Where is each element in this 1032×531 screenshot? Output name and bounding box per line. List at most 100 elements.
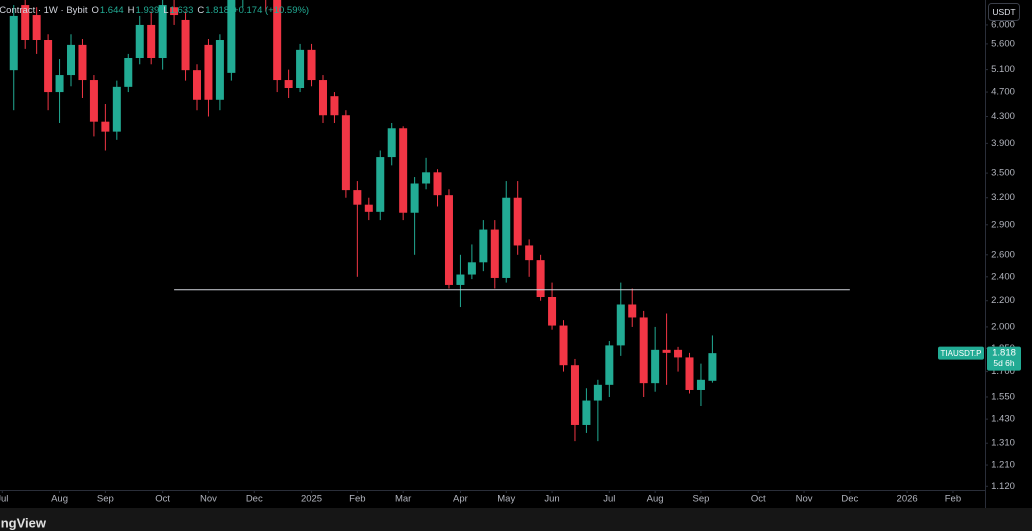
plot-area xyxy=(9,0,850,442)
candle-body xyxy=(456,274,465,285)
y-tick-label: 1.210 xyxy=(991,460,1015,471)
candle-body xyxy=(559,325,568,366)
candle-body xyxy=(662,349,671,353)
ohlc-label: H xyxy=(127,5,135,16)
y-tick-label: 2.400 xyxy=(991,271,1015,282)
candle-body xyxy=(135,24,144,59)
y-tick-label: 2.200 xyxy=(991,295,1015,306)
x-tick-label: Aug xyxy=(647,494,664,505)
ohlc-label: O xyxy=(91,5,99,16)
candle-body xyxy=(273,0,282,81)
candle-body xyxy=(639,317,648,384)
candle-body xyxy=(284,80,293,89)
y-tick-label: 1.550 xyxy=(991,391,1015,402)
y-tick-label: 3.900 xyxy=(991,138,1015,149)
candle-body xyxy=(616,304,625,346)
candle-body xyxy=(410,183,419,213)
y-tick-label: 5.100 xyxy=(991,64,1015,75)
symbol-tag-label: TIAUSDT.P xyxy=(941,349,982,358)
ohlc-value: 1.939 xyxy=(135,5,160,16)
x-tick-label: Jul xyxy=(603,494,615,505)
symbol-tag xyxy=(938,346,984,360)
y-tick-label: 5.600 xyxy=(991,38,1015,49)
candle-body xyxy=(44,40,53,93)
x-tick-label: May xyxy=(497,494,515,505)
x-tick-label: Nov xyxy=(796,494,813,505)
x-tick-label: Sep xyxy=(693,494,710,505)
symbol-info: Perpetual Contract · 1W · Bybit xyxy=(0,5,88,16)
x-tick-label: 2025 xyxy=(301,494,322,505)
candle-body xyxy=(204,44,213,100)
x-tick-label: Dec xyxy=(841,494,858,505)
candle-body xyxy=(536,260,545,297)
candle-body xyxy=(444,195,453,285)
footer-bar xyxy=(0,508,1032,531)
candle-body xyxy=(696,379,705,390)
candle-body xyxy=(513,197,522,246)
candle-body xyxy=(55,75,64,93)
candle-body xyxy=(307,49,316,81)
ohlc-label: L xyxy=(163,5,169,16)
candle-body xyxy=(387,128,396,158)
brand: TradingView xyxy=(0,515,47,530)
candle-body xyxy=(67,44,76,76)
candle-body xyxy=(651,349,660,384)
candle-body xyxy=(101,121,110,132)
ohlc-value: 1.644 xyxy=(99,5,124,16)
candle-body xyxy=(170,7,179,16)
x-tick-label: 2026 xyxy=(897,494,918,505)
candle-body xyxy=(89,80,98,122)
candle-body xyxy=(112,86,121,132)
y-tick-label: 4.300 xyxy=(991,111,1015,122)
price-tag-label: 1.818 xyxy=(992,348,1016,359)
candle-body xyxy=(147,24,156,59)
candle-body xyxy=(467,262,476,275)
x-tick-label: Nov xyxy=(200,494,217,505)
x-tick-label: Dec xyxy=(246,494,263,505)
candle-body xyxy=(296,49,305,89)
candle-body xyxy=(479,229,488,263)
candle-body xyxy=(628,304,637,318)
candle-body xyxy=(433,172,442,196)
candle-body xyxy=(502,197,511,278)
x-tick-label: Mar xyxy=(395,494,411,505)
candle-body xyxy=(9,15,18,71)
ohlc-low: L 1.633 xyxy=(163,5,193,16)
ohlc-open: O 1.644 xyxy=(91,5,123,16)
candle-body xyxy=(490,229,499,278)
ohlc-value: 1.818 xyxy=(205,5,230,16)
candle-body xyxy=(181,19,190,71)
price-tag xyxy=(987,346,1021,371)
x-tick-label: Aug xyxy=(51,494,68,505)
currency-button[interactable] xyxy=(988,3,1020,21)
x-tick-label: Sep xyxy=(97,494,114,505)
legend-header: Perpetual Contract · 1W · Bybit O1.644 H… xyxy=(0,5,309,16)
candle-body xyxy=(582,400,591,425)
candle-body xyxy=(78,44,87,81)
y-tick-label: 2.000 xyxy=(991,321,1015,332)
y-tick-label: 1.430 xyxy=(991,414,1015,425)
x-tick-label: Oct xyxy=(751,494,766,505)
ohlc-label: C xyxy=(197,5,205,16)
candle-body xyxy=(399,128,408,213)
candle-body xyxy=(158,5,167,59)
x-tick-label: Apr xyxy=(453,494,468,505)
candle-body xyxy=(364,204,373,212)
candle-body xyxy=(422,172,431,184)
candle-body xyxy=(32,15,41,41)
y-tick-label: 1.310 xyxy=(991,438,1015,449)
candle-body xyxy=(341,115,350,191)
candle-body xyxy=(674,349,683,358)
x-tick-label: Jun xyxy=(544,494,559,505)
candle-body xyxy=(593,384,602,401)
candle-body xyxy=(330,96,339,116)
x-tick-label: Feb xyxy=(349,494,365,505)
change: +0.174 (+10.59%) xyxy=(233,5,310,16)
x-tick-label: Oct xyxy=(155,494,170,505)
y-tick-label: 1.700 xyxy=(991,366,1015,377)
currency-button-label[interactable]: USDT xyxy=(992,7,1015,17)
candle-body xyxy=(548,296,557,326)
candle-body xyxy=(21,5,30,41)
